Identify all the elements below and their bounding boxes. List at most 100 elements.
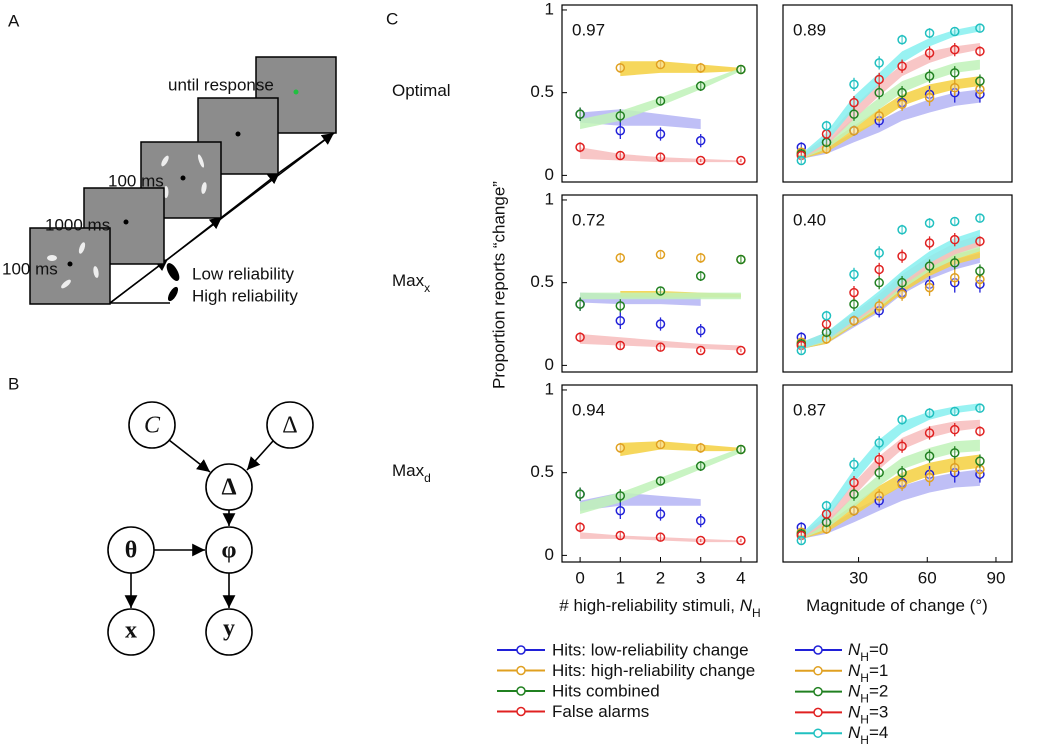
data-point xyxy=(874,452,884,467)
text-part: N xyxy=(848,661,861,680)
data-point xyxy=(874,276,884,290)
data-point xyxy=(736,254,746,265)
marker xyxy=(897,277,907,288)
data-point xyxy=(924,89,935,106)
data-point xyxy=(924,469,935,486)
data-point xyxy=(736,155,746,166)
text-part: Optimal xyxy=(392,81,451,100)
marker xyxy=(695,155,706,166)
data-point xyxy=(655,439,666,450)
data-point xyxy=(655,249,666,260)
marker xyxy=(950,462,960,473)
screen xyxy=(255,56,337,134)
data-point xyxy=(615,489,626,503)
data-point xyxy=(975,264,985,278)
data-point xyxy=(975,23,985,33)
data-point xyxy=(849,77,859,92)
marker xyxy=(897,224,907,235)
marker xyxy=(874,264,884,275)
data-point xyxy=(796,345,807,356)
legend-marker xyxy=(813,686,823,697)
data-point xyxy=(575,332,585,343)
x-tick-label: 90 xyxy=(987,568,1006,587)
data-point xyxy=(975,454,985,468)
data-point xyxy=(695,324,706,338)
data-point xyxy=(615,299,626,313)
text-part: N xyxy=(848,724,861,743)
data-point xyxy=(897,249,907,263)
marker xyxy=(874,248,884,258)
text-part: N xyxy=(848,703,861,722)
data-point xyxy=(821,310,832,321)
text-part: H xyxy=(860,713,869,727)
marker xyxy=(615,443,626,453)
marker xyxy=(897,441,907,451)
marker xyxy=(924,428,935,438)
legend-label: Hits: high-reliability change xyxy=(552,661,755,680)
marker xyxy=(950,272,960,283)
data-point xyxy=(655,317,666,331)
data-point xyxy=(897,287,907,301)
model-band xyxy=(801,469,980,539)
x-tick-label: 4 xyxy=(736,568,745,587)
data-point xyxy=(615,502,626,519)
data-point xyxy=(924,218,935,229)
timing: 100 ms xyxy=(108,171,164,190)
y-tick-label: 0.5 xyxy=(530,272,554,291)
marker xyxy=(950,406,960,417)
data-point xyxy=(655,59,666,70)
y-axis-label: Proportion reports “change” xyxy=(489,181,508,389)
marker xyxy=(975,213,985,223)
node-label: y xyxy=(223,616,235,642)
marker xyxy=(655,59,666,70)
panel-label: B xyxy=(8,374,19,393)
marker xyxy=(849,79,859,90)
model-band xyxy=(620,441,741,457)
text-part: H xyxy=(752,606,761,620)
marker xyxy=(821,311,832,321)
data-point xyxy=(975,213,985,223)
legend-marker xyxy=(516,665,526,676)
data-point xyxy=(695,345,706,356)
marker xyxy=(975,23,985,33)
data-point xyxy=(575,297,585,311)
marker xyxy=(897,414,907,425)
marker xyxy=(615,63,626,73)
marker xyxy=(924,472,935,483)
marker xyxy=(821,319,832,329)
data-point xyxy=(975,426,985,437)
arrow xyxy=(109,258,169,304)
data-point xyxy=(849,267,859,282)
data-point xyxy=(849,107,859,121)
text-part: =3 xyxy=(869,703,888,722)
legend-marker xyxy=(813,666,823,676)
text-part: Max xyxy=(392,271,425,290)
data-point xyxy=(897,477,907,491)
data-point xyxy=(874,489,884,503)
y-tick-label: 0.5 xyxy=(530,82,554,101)
model-band xyxy=(801,24,980,159)
data-point xyxy=(950,216,960,227)
x-tick-label: 0 xyxy=(575,568,584,587)
marker xyxy=(924,92,935,103)
marker xyxy=(655,152,666,162)
marker xyxy=(897,61,907,71)
marker xyxy=(695,253,706,263)
legend-label: NH=0 xyxy=(848,640,888,664)
legend-label: Hits: low-reliability change xyxy=(552,640,749,659)
data-point xyxy=(615,252,626,263)
marker xyxy=(575,142,585,153)
marker xyxy=(874,277,884,288)
marker xyxy=(874,74,884,85)
marker xyxy=(821,121,832,131)
marker xyxy=(796,345,807,356)
marker xyxy=(950,448,960,458)
data-point xyxy=(897,34,907,45)
data-point xyxy=(849,475,859,490)
data-point xyxy=(897,86,907,100)
legend-label: NH=3 xyxy=(848,703,888,727)
model-band xyxy=(801,43,980,159)
data-point xyxy=(874,299,884,313)
timing: 1000 ms xyxy=(45,215,110,234)
marker xyxy=(736,64,746,75)
